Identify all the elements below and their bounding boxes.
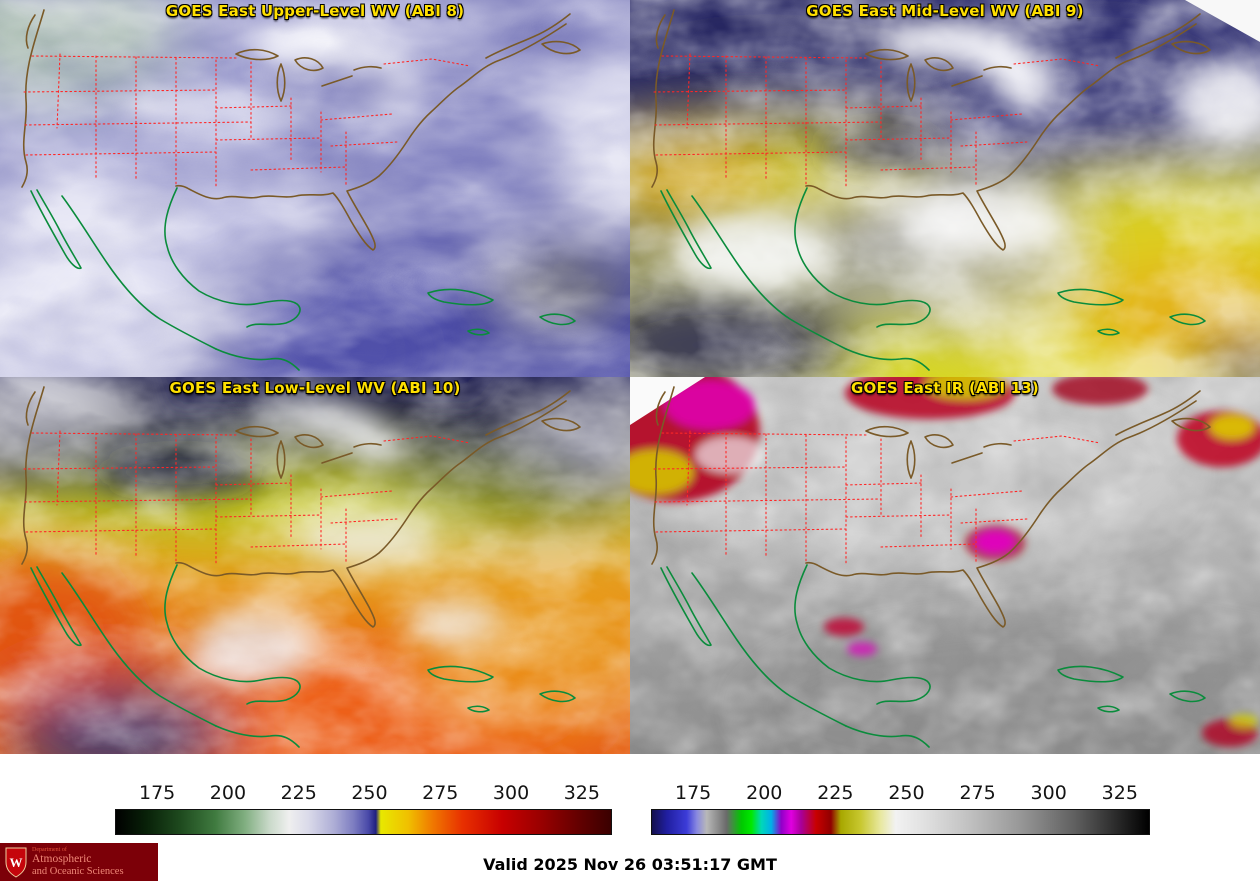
logo-oceanic-label: and Oceanic Sciences	[32, 865, 124, 877]
wv-colorbar-gradient	[115, 809, 612, 835]
panel-abi9: GOES East Mid-Level WV (ABI 9)	[630, 0, 1260, 377]
logo-atmospheric-label: Atmospheric	[32, 853, 92, 866]
panel-abi13: GOES East IR (ABI 13)	[630, 377, 1260, 754]
colorbar-tick-label: 200	[746, 782, 783, 804]
uw-aos-logo: W Department of Atmospheric and Oceanic …	[0, 843, 158, 881]
uw-crest-letter: W	[10, 855, 23, 870]
legend-footer-area: 175 200 225 250 275 300 325 175 200 225 250 275 300…	[0, 754, 1260, 881]
satellite-panel-grid: GOES East Upper-Level WV (ABI 8)	[0, 0, 1260, 754]
panel-title-abi9: GOES East Mid-Level WV (ABI 9)	[806, 2, 1084, 20]
panel-abi8: GOES East Upper-Level WV (ABI 8)	[0, 0, 630, 377]
colorbar-tick-label: 200	[209, 782, 247, 804]
colorbar-tick-label: 275	[959, 782, 996, 804]
panel-title-abi13: GOES East IR (ABI 13)	[850, 379, 1039, 397]
ir-colorbar-gradient	[651, 809, 1150, 835]
logo-department-label: Department of	[32, 846, 67, 853]
wv-colorbar: 175 200 225 250 275 300 325	[115, 782, 612, 835]
colorbar-tick-label: 275	[422, 782, 459, 804]
wv-colorbar-ticks: 175 200 225 250 275 300 325	[115, 782, 612, 804]
colorbar-tick-label: 325	[563, 782, 600, 804]
uw-crest-icon: W	[5, 847, 27, 878]
satellite-image-abi8	[0, 0, 630, 377]
ir-colorbar-ticks: 175 200 225 250 275 300 325	[651, 782, 1150, 804]
satellite-image-abi9	[630, 0, 1260, 377]
colorbar-tick-label: 225	[280, 782, 317, 804]
colorbar-tick-label: 175	[675, 782, 712, 804]
satellite-image-abi10	[0, 377, 630, 754]
panel-title-abi8: GOES East Upper-Level WV (ABI 8)	[165, 2, 465, 20]
colorbar-tick-label: 300	[1030, 782, 1067, 804]
colorbar-tick-label: 250	[351, 782, 388, 804]
colorbar-tick-label: 325	[1101, 782, 1138, 804]
colorbar-tick-label: 175	[139, 782, 176, 804]
satellite-image-abi13	[630, 377, 1260, 754]
colorbar-tick-label: 225	[817, 782, 854, 804]
colorbar-tick-label: 300	[492, 782, 530, 804]
panel-abi10: GOES East Low-Level WV (ABI 10)	[0, 377, 630, 754]
ir-colorbar: 175 200 225 250 275 300 325	[651, 782, 1150, 835]
panel-title-abi10: GOES East Low-Level WV (ABI 10)	[169, 379, 461, 397]
valid-time-label: Valid 2025 Nov 26 03:51:17 GMT	[483, 855, 777, 874]
logo-text-block: Department of Atmospheric and Oceanic Sc…	[32, 847, 124, 877]
colorbar-tick-label: 250	[888, 782, 925, 804]
